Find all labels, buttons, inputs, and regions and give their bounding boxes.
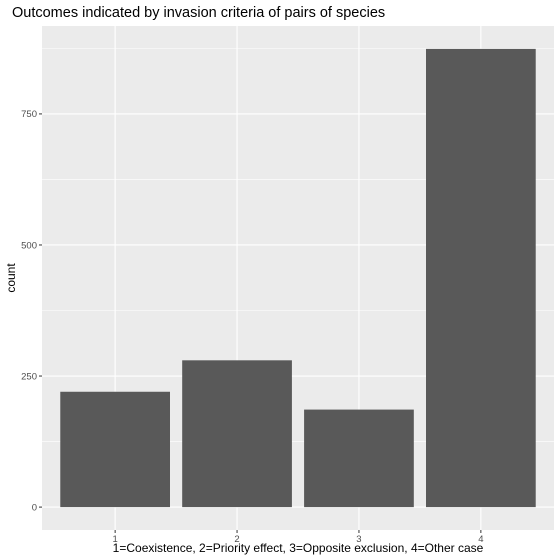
y-tick-label: 750 bbox=[21, 109, 37, 120]
x-tick-label: 4 bbox=[478, 534, 483, 545]
y-axis: 0 250 500 750 bbox=[21, 109, 42, 513]
x-tick-label: 3 bbox=[356, 534, 361, 545]
y-tick-label: 250 bbox=[21, 371, 37, 382]
bar-4 bbox=[426, 48, 536, 508]
x-axis: 1 2 3 4 bbox=[112, 530, 484, 545]
y-tick-label: 500 bbox=[21, 240, 37, 251]
y-axis-title: count bbox=[4, 263, 18, 293]
bar-2 bbox=[182, 360, 292, 508]
bar-3 bbox=[304, 409, 414, 508]
x-axis-title: 1=Coexistence, 2=Priority effect, 3=Oppo… bbox=[113, 541, 484, 555]
chart-title: Outcomes indicated by invasion criteria … bbox=[12, 5, 385, 21]
y-tick-label: 0 bbox=[32, 502, 37, 513]
bars-layer bbox=[60, 48, 536, 508]
bar-1 bbox=[60, 391, 170, 508]
x-tick-label: 1 bbox=[112, 534, 117, 545]
x-tick-label: 2 bbox=[234, 534, 239, 545]
